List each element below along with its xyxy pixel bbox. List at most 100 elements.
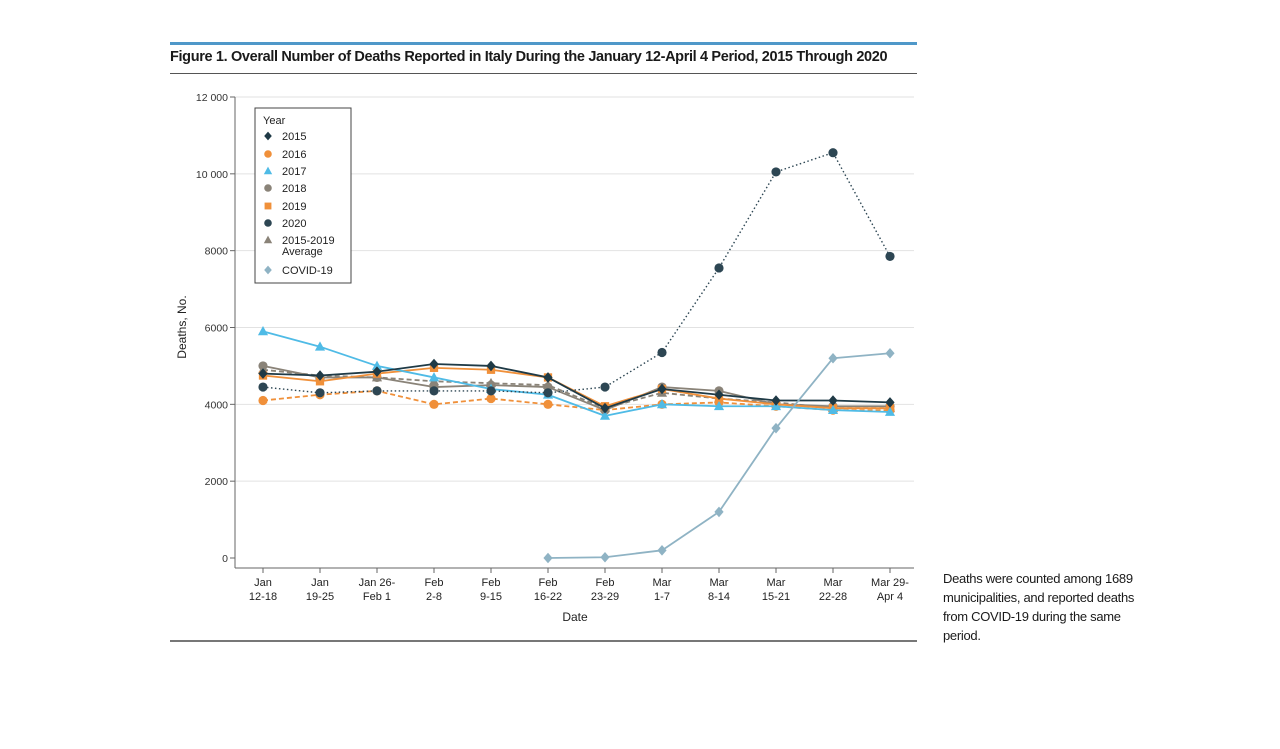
legend-marker (264, 184, 272, 192)
data-point (543, 552, 553, 564)
legend-label: 2020 (282, 218, 306, 230)
series-line (547, 352, 891, 559)
legend-label: 2017 (282, 166, 306, 178)
data-point (429, 399, 439, 409)
data-point (600, 402, 610, 414)
x-tick-label: 1-7 (654, 591, 670, 603)
data-point (657, 383, 667, 395)
figure-title-rule (170, 73, 917, 74)
x-tick-label: 15-21 (762, 591, 790, 603)
y-tick-label: 10 000 (196, 169, 228, 181)
legend-box (254, 107, 352, 284)
legend-marker (264, 265, 272, 275)
x-axis-title: Date (562, 610, 588, 624)
series-line (262, 330, 891, 417)
x-tick-label: 12-18 (249, 591, 277, 603)
data-point (828, 148, 838, 158)
data-point (486, 393, 496, 404)
series-lines (257, 148, 896, 564)
x-tick-label: Apr 4 (877, 591, 903, 603)
data-point (315, 377, 325, 386)
x-tick-label: Mar (767, 577, 786, 589)
x-tick-label: Jan (311, 577, 329, 589)
x-tick-label: Jan 26- (359, 577, 396, 589)
data-point (258, 361, 268, 371)
x-tick-label: Mar (710, 577, 729, 589)
legend-marker (264, 131, 272, 141)
data-point (372, 366, 382, 377)
legend-label: 2019 (282, 201, 306, 213)
data-point (315, 388, 325, 398)
data-point (656, 399, 668, 409)
x-tick-label: 16-22 (534, 591, 562, 603)
data-point (827, 404, 839, 415)
figure-top-rule (170, 42, 917, 45)
x-tick-label: Mar (653, 577, 672, 589)
data-point (543, 399, 553, 409)
data-point (543, 372, 553, 383)
data-point (828, 352, 838, 364)
x-tick-label: Feb (539, 577, 558, 589)
y-tick-label: 8000 (205, 246, 229, 258)
data-point (885, 347, 895, 359)
legend-marker (263, 235, 273, 244)
data-point (371, 360, 383, 370)
legend-marker (263, 166, 273, 175)
x-tick-label: 2-8 (426, 591, 442, 603)
x-tick-label: Jan (254, 577, 272, 589)
data-point (486, 386, 496, 396)
figure-bottom-rule (170, 640, 917, 642)
data-point (258, 368, 268, 379)
x-tick-label: 9-15 (480, 591, 502, 603)
data-point (600, 551, 610, 563)
data-point (828, 395, 838, 406)
x-tick-label: Feb (425, 577, 444, 589)
legend-marker (264, 219, 272, 227)
data-point (543, 388, 553, 398)
x-tick-label: Mar (824, 577, 843, 589)
data-point (429, 386, 439, 396)
data-point (771, 167, 781, 177)
y-tick-label: 2000 (205, 476, 229, 488)
x-tick-label: 22-28 (819, 591, 847, 603)
legend-title: Year (263, 115, 286, 127)
data-point (258, 382, 268, 392)
data-point (372, 386, 382, 396)
data-point (257, 326, 269, 336)
data-point (713, 400, 725, 411)
y-tick-label: 6000 (205, 323, 229, 335)
data-point (771, 422, 781, 434)
x-tick-label: Feb 1 (363, 591, 391, 603)
data-point (657, 347, 667, 358)
x-tick-label: 8-14 (708, 591, 730, 603)
data-point (315, 370, 325, 381)
x-tick-label: 23-29 (591, 591, 619, 603)
figure-title: Figure 1. Overall Number of Deaths Repor… (170, 49, 888, 65)
data-point (771, 395, 781, 406)
y-tick-label: 4000 (205, 399, 229, 411)
legend-label-line: Average (282, 246, 323, 258)
data-point (429, 358, 439, 370)
data-point (884, 406, 896, 416)
x-tick-label: 19-25 (306, 591, 334, 603)
data-point (657, 545, 667, 556)
x-tick-label: Feb (482, 577, 501, 589)
x-tick-label: Mar 29- (871, 577, 909, 589)
legend-label: COVID-19 (282, 265, 333, 277)
data-point (599, 410, 611, 420)
y-tick-label: 0 (222, 553, 228, 565)
y-tick-label: 12 000 (196, 92, 228, 104)
data-point (258, 395, 268, 406)
data-point (714, 506, 724, 518)
series-line (262, 152, 891, 394)
data-point (885, 397, 895, 408)
data-point (486, 360, 496, 372)
series-covid-19 (543, 347, 895, 564)
series-2015 (258, 358, 895, 414)
data-point (714, 389, 724, 401)
data-point (600, 382, 610, 392)
data-point (428, 372, 440, 382)
data-point (314, 341, 326, 351)
legend-label-line: 2015-2019 (282, 235, 335, 247)
